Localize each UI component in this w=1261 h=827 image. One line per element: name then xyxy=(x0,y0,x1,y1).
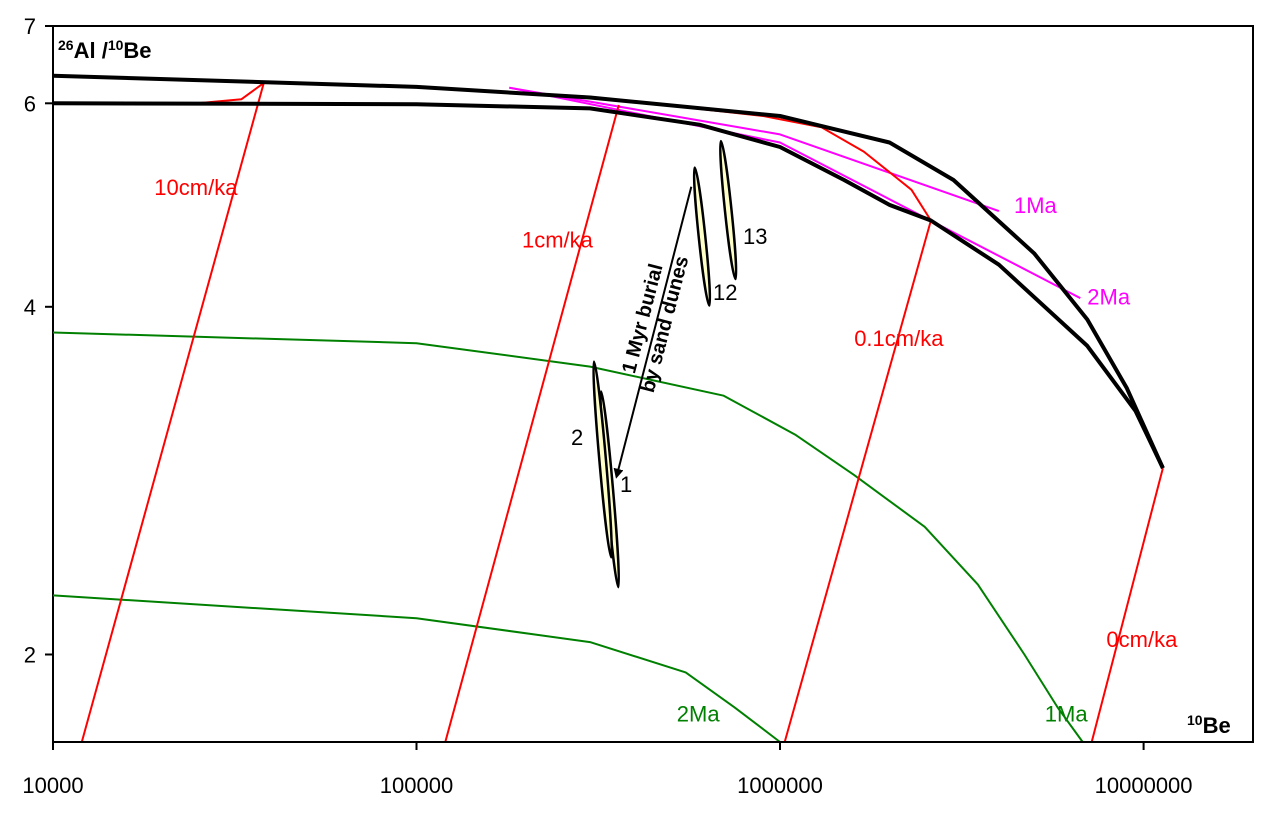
annotation-6: 2Ma xyxy=(1087,284,1131,309)
burial-arrow xyxy=(613,186,693,479)
sample-label-2: 2 xyxy=(571,425,583,450)
annotation-4: 0cm/ka xyxy=(1106,627,1178,652)
y-axis: 2 4 6 7 xyxy=(24,14,53,668)
annotation-8: 1Ma xyxy=(1045,702,1089,727)
y-title-base1: Al / xyxy=(74,38,108,63)
envelope-curve-2 xyxy=(52,101,1165,469)
burial-isochron-1 xyxy=(52,331,1084,743)
y-tick-label-2: 4 xyxy=(24,295,36,320)
x-tick-label-1: 10000 xyxy=(22,773,83,798)
y-title-sup2: 10 xyxy=(108,37,124,53)
annotation-5: 1Ma xyxy=(1014,193,1058,218)
x-tick-label-2: 100000 xyxy=(380,773,453,798)
sample-ellipse-2 xyxy=(592,360,614,559)
x-tick-label-4: 10000000 xyxy=(1095,773,1193,798)
y-tick-label-3: 6 xyxy=(24,91,36,116)
annotation-2: 1cm/ka xyxy=(522,228,594,253)
erosion-line-3 xyxy=(783,220,932,743)
sample-ellipse-13 xyxy=(718,139,738,281)
burial-isochron-2 xyxy=(52,594,781,743)
curves xyxy=(52,73,1165,743)
y-axis-title: 26Al /10Be xyxy=(58,37,152,63)
y-tick-label-1: 2 xyxy=(24,643,36,668)
burial-time-line-2 xyxy=(509,86,1081,299)
x-axis: 10000 100000 1000000 10000000 xyxy=(22,741,1253,798)
y-title-base2: Be xyxy=(123,38,151,63)
burial-time-line-1 xyxy=(509,86,1000,213)
annotation-7: 2Ma xyxy=(677,702,721,727)
annotation-3: 0.1cm/ka xyxy=(854,326,944,351)
envelope-curve-1 xyxy=(52,73,1165,469)
erosion-line-1 xyxy=(80,82,265,743)
erosion-line-2 xyxy=(444,104,620,743)
sample-label-1: 1 xyxy=(620,472,632,497)
y-tick-label-4: 7 xyxy=(24,14,36,39)
erosion-line-4 xyxy=(1090,467,1164,743)
x-tick-label-3: 1000000 xyxy=(737,773,823,798)
sample-label-13: 13 xyxy=(743,224,767,249)
x-title-sup: 10 xyxy=(1187,712,1203,728)
burial-arrow-label: 1 Myr burialby sand dunes xyxy=(615,248,694,395)
annotations: 10cm/ka 1cm/ka 0.1cm/ka 0cm/ka 1Ma 2Ma 2Ma 1Ma xyxy=(154,175,1178,727)
annotation-1: 10cm/ka xyxy=(154,175,238,200)
sample-ellipse-12 xyxy=(692,166,712,307)
y-title-sup1: 26 xyxy=(58,37,74,53)
x-axis-title: 10Be xyxy=(1187,712,1231,738)
sample-label-12: 12 xyxy=(713,280,737,305)
burial-arrow-group: 1 Myr burialby sand dunes xyxy=(613,186,694,479)
x-title-base: Be xyxy=(1203,713,1231,738)
